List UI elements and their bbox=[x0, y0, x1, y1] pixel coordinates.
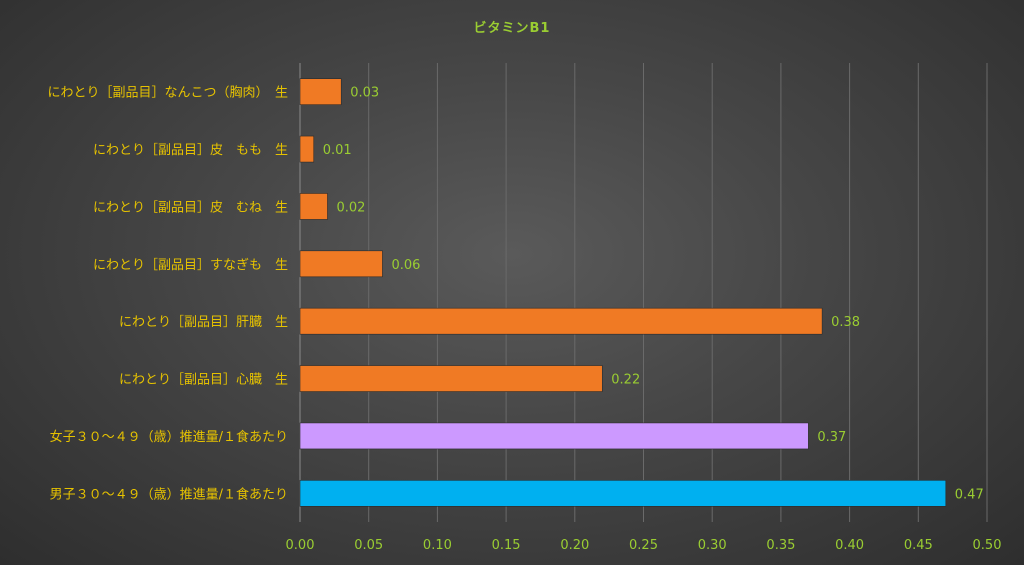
x-tick-label: 0.10 bbox=[423, 538, 452, 553]
bar bbox=[299, 480, 947, 507]
x-tick-label: 0.40 bbox=[835, 538, 864, 553]
x-axis-ticks: 0.00 0.05 0.10 0.15 0.20 0.25 0.30 0.35 0.40 0.45… bbox=[286, 538, 1002, 553]
chart-title: ビタミンB1 bbox=[474, 20, 551, 36]
x-tick-label: 0.50 bbox=[973, 538, 1002, 553]
category-label: にわとり［副品目］肝臓 生 bbox=[119, 315, 288, 330]
x-tick-label: 0.30 bbox=[698, 538, 727, 553]
data-label: 0.38 bbox=[831, 315, 860, 330]
category-label: にわとり［副品目］皮 むね 生 bbox=[93, 200, 288, 215]
data-label: 0.02 bbox=[336, 200, 365, 215]
x-tick-label: 0.05 bbox=[354, 538, 383, 553]
x-tick-label: 0.00 bbox=[286, 538, 315, 553]
grid-layer bbox=[299, 63, 988, 522]
x-tick-label: 0.45 bbox=[904, 538, 933, 553]
bar bbox=[299, 422, 809, 450]
x-tick-label: 0.15 bbox=[492, 538, 521, 553]
x-tick-label: 0.25 bbox=[629, 538, 658, 553]
data-label: 0.01 bbox=[323, 143, 352, 158]
data-label: 0.37 bbox=[817, 430, 846, 445]
bar bbox=[299, 250, 383, 278]
bar bbox=[299, 135, 315, 163]
category-label: 女子３０～４９（歳）推進量/１食あたり bbox=[50, 429, 288, 445]
data-label: 0.22 bbox=[611, 373, 640, 388]
category-label: にわとり［副品目］すなぎも 生 bbox=[93, 258, 288, 273]
x-tick-label: 0.20 bbox=[560, 538, 589, 553]
bar bbox=[299, 365, 603, 392]
bar bbox=[299, 307, 823, 335]
bar bbox=[299, 78, 342, 105]
data-label: 0.06 bbox=[391, 258, 420, 273]
label-layer: 0.03 0.01 0.02 0.06 0.38 0.22 0.37 0.47 bbox=[323, 86, 984, 503]
data-label: 0.47 bbox=[955, 487, 984, 502]
category-label: にわとり［副品目］なんこつ（胸肉） 生 bbox=[47, 86, 288, 101]
category-label: にわとり［副品目］皮 もも 生 bbox=[93, 143, 288, 158]
bar bbox=[299, 193, 328, 220]
category-label: 男子３０～４９（歳）推進量/１食あたり bbox=[50, 486, 288, 502]
x-tick-label: 0.35 bbox=[766, 538, 795, 553]
category-label: にわとり［副品目］心臓 生 bbox=[119, 373, 288, 388]
data-label: 0.03 bbox=[350, 86, 379, 101]
bar-layer bbox=[299, 78, 947, 507]
